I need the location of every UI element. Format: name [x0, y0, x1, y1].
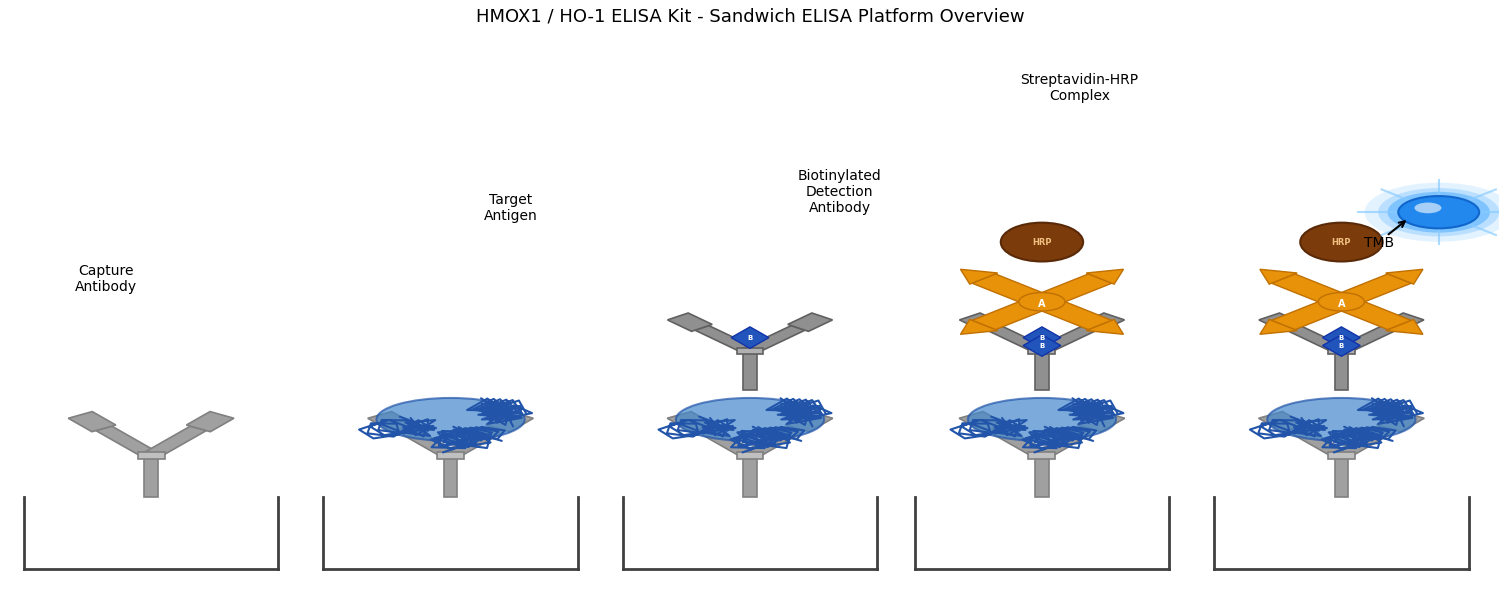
- Ellipse shape: [1300, 223, 1383, 262]
- Ellipse shape: [676, 398, 824, 441]
- Bar: [444, 455, 458, 497]
- Polygon shape: [960, 319, 998, 334]
- Polygon shape: [368, 412, 416, 432]
- Polygon shape: [694, 426, 758, 458]
- Polygon shape: [1323, 335, 1360, 356]
- Bar: [736, 452, 764, 458]
- Text: TMB: TMB: [1364, 236, 1394, 250]
- Polygon shape: [1258, 313, 1304, 331]
- Polygon shape: [972, 274, 1053, 307]
- Polygon shape: [1258, 412, 1306, 432]
- Polygon shape: [1286, 426, 1350, 458]
- Bar: [1029, 347, 1056, 354]
- Polygon shape: [1260, 319, 1298, 334]
- Polygon shape: [788, 313, 832, 331]
- Polygon shape: [972, 297, 1053, 329]
- Text: B: B: [1040, 343, 1044, 349]
- Polygon shape: [742, 326, 806, 353]
- Polygon shape: [1030, 274, 1112, 307]
- Polygon shape: [1377, 412, 1423, 432]
- Bar: [1328, 347, 1354, 354]
- Polygon shape: [69, 412, 116, 432]
- Polygon shape: [786, 412, 832, 432]
- Polygon shape: [960, 269, 998, 284]
- Polygon shape: [1034, 426, 1096, 458]
- Polygon shape: [1023, 335, 1060, 356]
- Text: Target
Antigen: Target Antigen: [483, 193, 537, 223]
- Polygon shape: [730, 327, 770, 349]
- Text: HRP: HRP: [1332, 238, 1352, 247]
- Text: B: B: [1040, 335, 1044, 341]
- Text: A: A: [1338, 299, 1346, 308]
- Bar: [1035, 351, 1048, 389]
- Polygon shape: [1330, 297, 1412, 329]
- Text: HMOX1 / HO-1 ELISA Kit - Sandwich ELISA Platform Overview: HMOX1 / HO-1 ELISA Kit - Sandwich ELISA …: [476, 7, 1024, 25]
- Polygon shape: [486, 412, 534, 432]
- Polygon shape: [1086, 319, 1124, 334]
- Text: Streptavidin-HRP
Complex: Streptavidin-HRP Complex: [1020, 73, 1138, 103]
- Polygon shape: [442, 426, 506, 458]
- Bar: [1328, 452, 1354, 458]
- Polygon shape: [668, 412, 714, 432]
- Polygon shape: [96, 426, 159, 458]
- Text: Biotinylated
Detection
Antibody: Biotinylated Detection Antibody: [798, 169, 882, 215]
- Bar: [744, 351, 756, 389]
- Circle shape: [1019, 293, 1065, 311]
- Text: A: A: [1038, 299, 1046, 308]
- Polygon shape: [694, 326, 758, 353]
- Text: HRP: HRP: [1032, 238, 1052, 247]
- Circle shape: [1318, 293, 1365, 311]
- Polygon shape: [1023, 327, 1060, 349]
- Polygon shape: [1030, 297, 1112, 329]
- Polygon shape: [958, 412, 1006, 432]
- Polygon shape: [396, 426, 459, 458]
- Polygon shape: [1386, 269, 1423, 284]
- Circle shape: [1388, 192, 1490, 233]
- Polygon shape: [142, 426, 207, 458]
- Circle shape: [1398, 196, 1479, 229]
- Polygon shape: [668, 313, 712, 331]
- Polygon shape: [1335, 326, 1396, 353]
- Polygon shape: [1378, 313, 1423, 331]
- Polygon shape: [186, 412, 234, 432]
- Circle shape: [1378, 188, 1500, 236]
- Bar: [1035, 455, 1048, 497]
- Text: B: B: [1340, 335, 1344, 341]
- Bar: [138, 452, 165, 458]
- Bar: [1335, 455, 1348, 497]
- Ellipse shape: [376, 398, 525, 441]
- Polygon shape: [1086, 269, 1124, 284]
- Ellipse shape: [1268, 398, 1416, 441]
- Polygon shape: [987, 426, 1050, 458]
- Ellipse shape: [968, 398, 1116, 441]
- Polygon shape: [1287, 326, 1348, 353]
- Polygon shape: [1080, 313, 1125, 331]
- Polygon shape: [987, 326, 1048, 353]
- Bar: [744, 455, 756, 497]
- Bar: [144, 455, 158, 497]
- Circle shape: [1414, 203, 1442, 213]
- Polygon shape: [1334, 426, 1396, 458]
- Bar: [736, 347, 764, 354]
- Polygon shape: [960, 313, 1004, 331]
- Circle shape: [1365, 182, 1500, 242]
- Bar: [1029, 452, 1056, 458]
- Text: B: B: [1340, 343, 1344, 349]
- Polygon shape: [1035, 326, 1096, 353]
- Text: Capture
Antibody: Capture Antibody: [75, 264, 138, 295]
- Ellipse shape: [1000, 223, 1083, 262]
- Bar: [1335, 351, 1348, 389]
- Polygon shape: [1272, 274, 1353, 307]
- Polygon shape: [1077, 412, 1125, 432]
- Polygon shape: [742, 426, 806, 458]
- Text: B: B: [747, 335, 753, 341]
- Polygon shape: [1272, 297, 1353, 329]
- Polygon shape: [1330, 274, 1412, 307]
- Bar: [436, 452, 463, 458]
- Polygon shape: [1386, 319, 1423, 334]
- Polygon shape: [1323, 327, 1360, 349]
- Polygon shape: [1260, 269, 1298, 284]
